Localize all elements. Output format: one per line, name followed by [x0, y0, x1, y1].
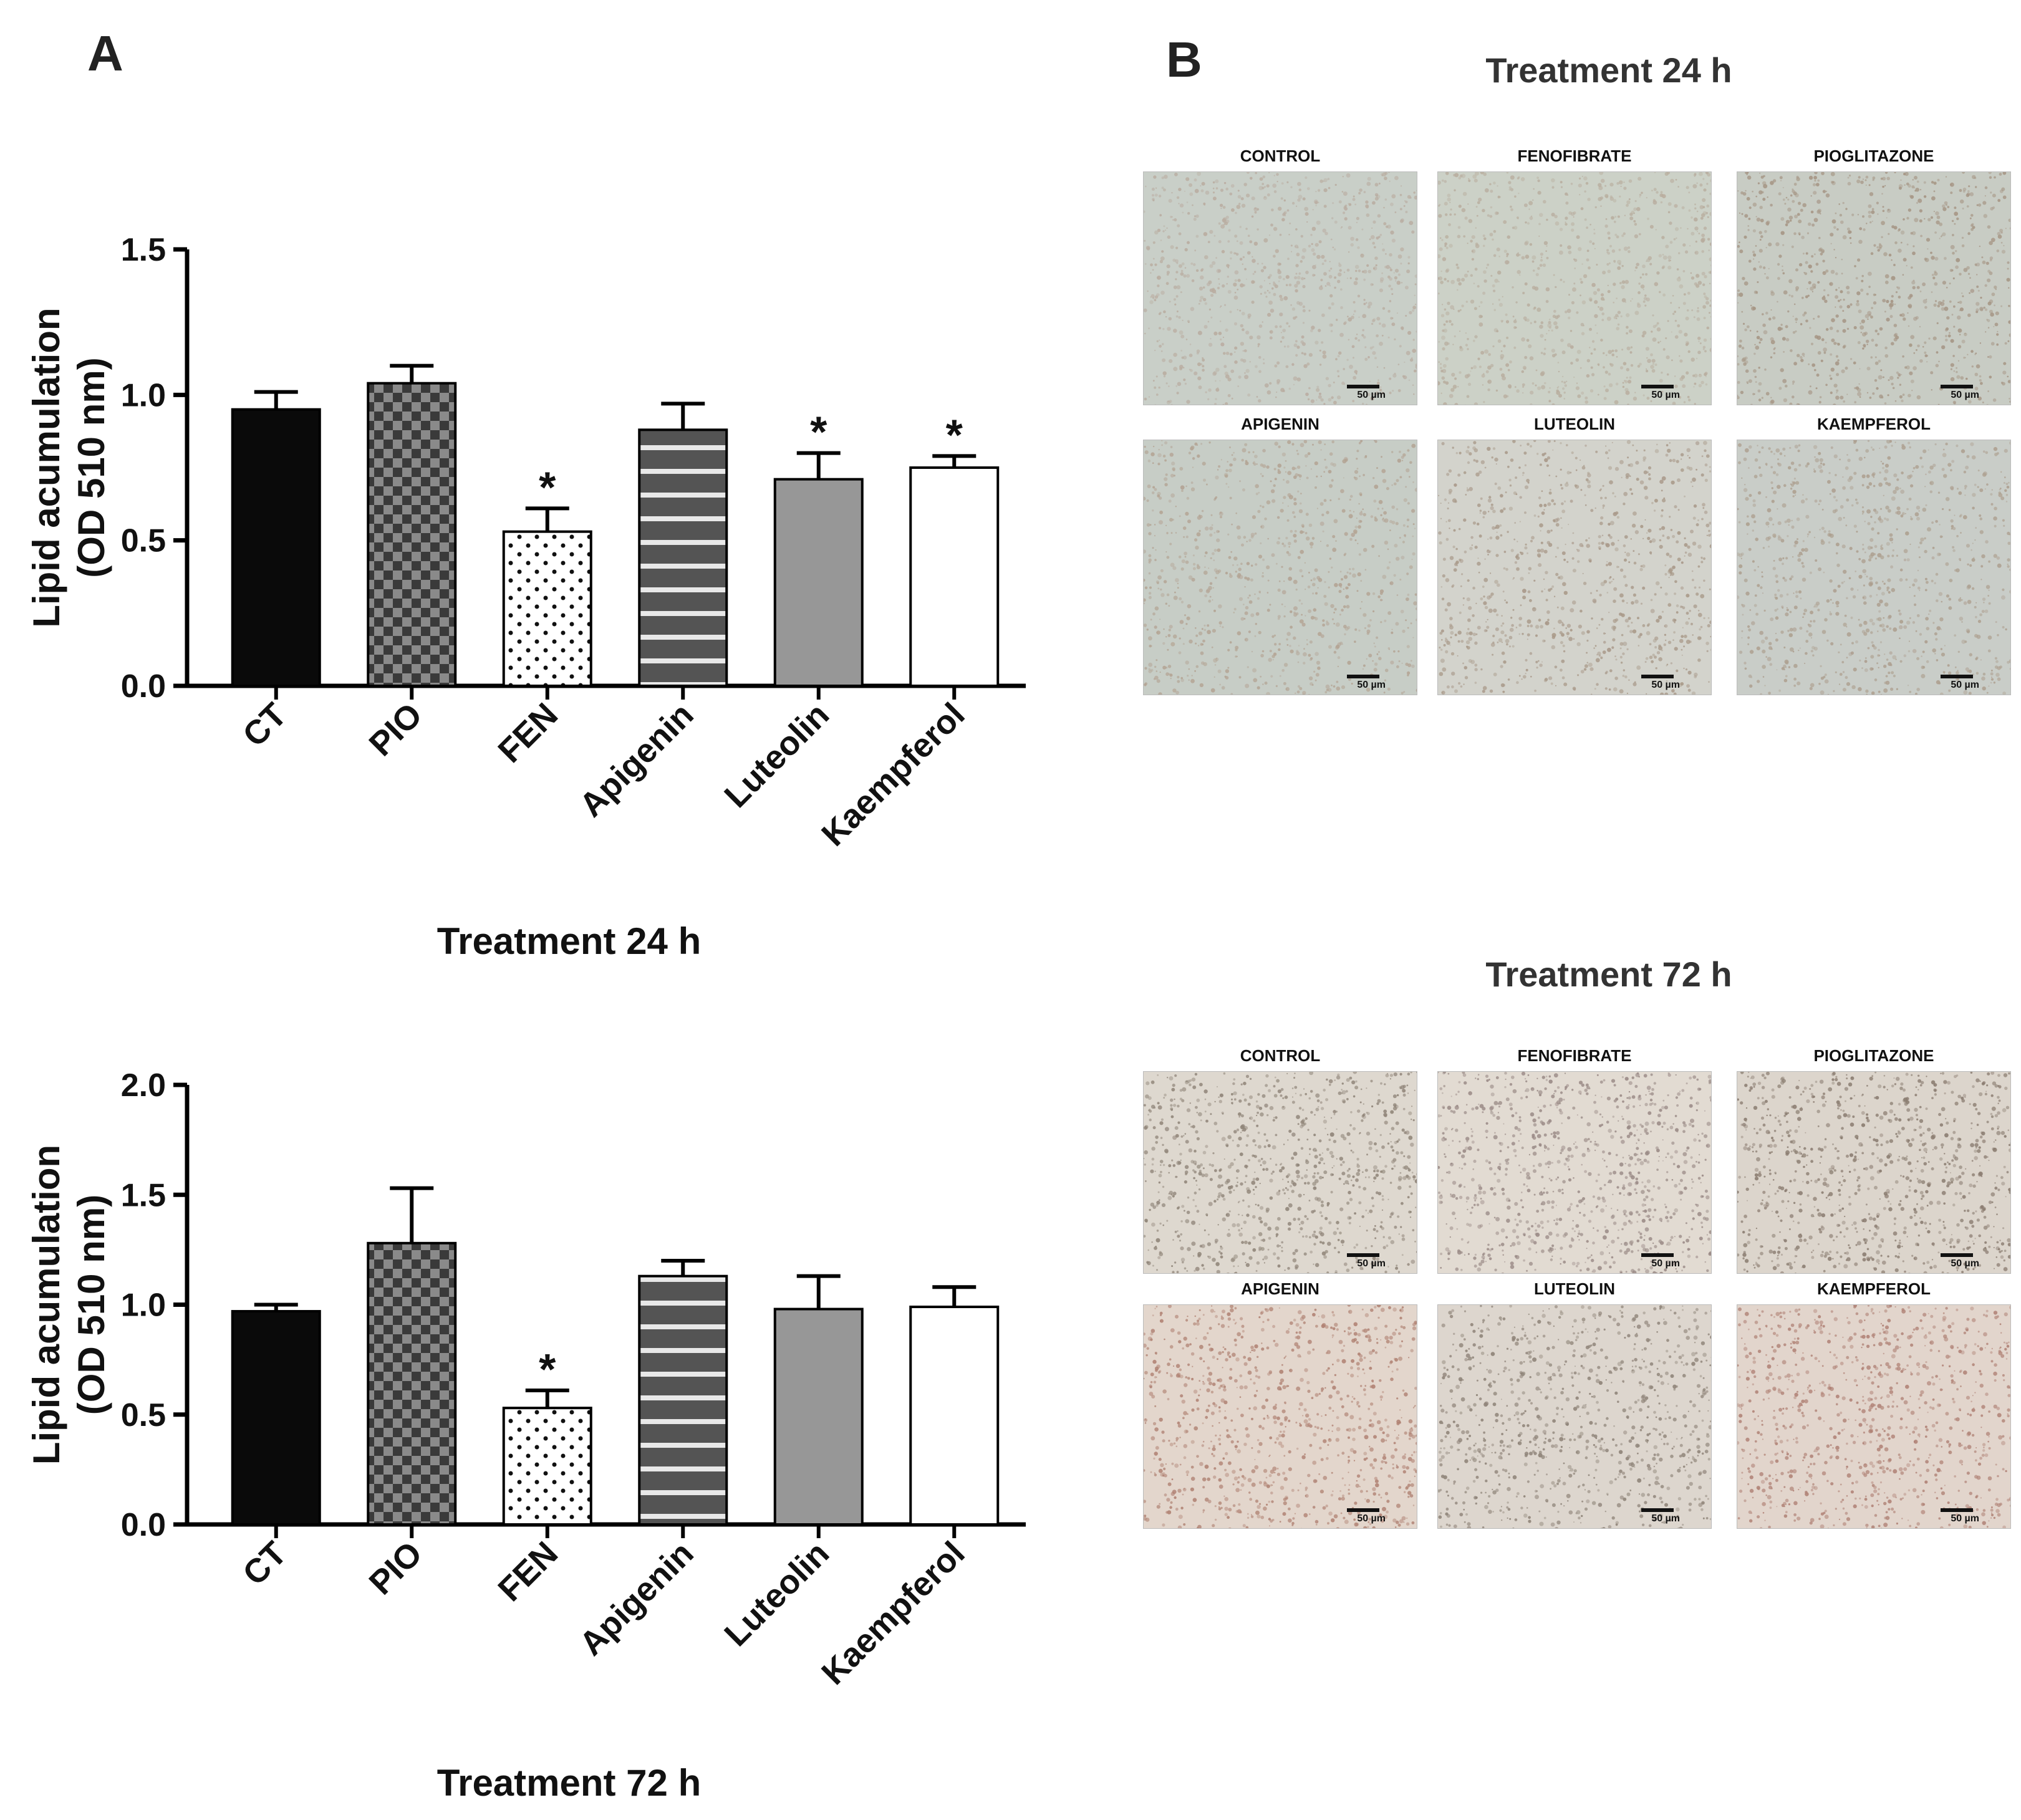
y-tick-label: 1.0 [121, 377, 166, 413]
bar-pio [367, 1241, 457, 1526]
significance-marker: * [946, 410, 963, 459]
scale-bar [1641, 1508, 1674, 1512]
micrograph-image: 50 µm [1437, 1304, 1712, 1529]
y-axis-label-line2: (OD 510 nm) [70, 357, 112, 577]
micrograph-image: 50 µm [1143, 1304, 1417, 1529]
scale-bar [1941, 1508, 1973, 1512]
bar-pio [367, 382, 457, 688]
bar-fen [502, 530, 592, 688]
micrograph-label: CONTROL [1240, 1046, 1321, 1065]
scale-bar-label: 50 µm [1651, 1258, 1680, 1269]
micrograph-label: LUTEOLIN [1534, 1279, 1615, 1298]
x-tick-label: Luteolin [717, 696, 836, 815]
y-axis-label-line1: Lipid acumulation [26, 307, 67, 627]
y-tick-label: 0.0 [121, 668, 166, 705]
x-tick-label: PIO [362, 696, 430, 763]
micrograph-image: 50 µm [1143, 171, 1417, 405]
scale-bar-label: 50 µm [1651, 680, 1680, 690]
micrograph-label: FENOFIBRATE [1517, 1046, 1632, 1065]
micrograph-label: PIOGLITAZONE [1813, 1046, 1934, 1065]
micrograph-title-24h: Treatment 24 h [1485, 51, 1732, 90]
scale-bar [1941, 1253, 1973, 1257]
scale-bar-label: 50 µm [1651, 1513, 1680, 1524]
micrograph-label: FENOFIBRATE [1517, 147, 1632, 165]
x-tick-label: CT [236, 1534, 294, 1592]
scale-bar-label: 50 µm [1951, 1258, 1979, 1269]
micrograph-image: 50 µm [1737, 440, 2011, 695]
chart-body: 0.0 0.5 1.0 1.5 2.0 Lipid acumulation (OD 510 … [26, 1067, 1026, 1804]
x-tick-label: FEN [491, 1534, 565, 1609]
panel-b-letter: B [1166, 32, 1202, 87]
significance-marker: * [539, 1345, 556, 1394]
scale-bar [1941, 675, 1973, 678]
scale-bar-label: 50 µm [1357, 680, 1386, 690]
bar-kaempferol [909, 1306, 1000, 1526]
micrograph-image: 50 µm [1143, 1071, 1417, 1274]
scale-bar-label: 50 µm [1357, 1258, 1386, 1269]
y-tick-label: 1.0 [121, 1288, 166, 1324]
micrograph-label: KAEMPFEROL [1817, 1279, 1931, 1298]
micrograph-image: 50 µm [1737, 171, 2011, 405]
x-tick-label: FEN [491, 696, 565, 770]
scale-bar [1641, 1253, 1674, 1257]
y-tick-label: 1.5 [121, 232, 166, 268]
x-axis-title: Treatment 72 h [437, 1762, 702, 1804]
bar-ct [231, 408, 321, 688]
bar-luteolin [773, 1307, 864, 1526]
scale-bar-label: 50 µm [1357, 390, 1386, 400]
x-tick-label: Apigenin [572, 1534, 701, 1663]
bar-apigenin [638, 428, 728, 687]
x-tick-label: Kaempferol [814, 696, 972, 854]
bar-kaempferol [909, 466, 1000, 687]
scale-bar [1641, 675, 1674, 678]
y-axis-label-line2: (OD 510 nm) [70, 1195, 112, 1415]
micrograph-label: KAEMPFEROL [1817, 415, 1931, 433]
bar-fen [502, 1407, 592, 1526]
micrograph-image: 50 µm [1143, 440, 1417, 695]
bar-luteolin [773, 478, 864, 688]
scale-bar-label: 50 µm [1951, 680, 1979, 690]
micrograph-image: 50 µm [1437, 171, 1712, 405]
micrograph-label: APIGENIN [1241, 1279, 1319, 1298]
x-tick-label: Kaempferol [814, 1534, 972, 1692]
scale-bar-label: 50 µm [1951, 390, 1979, 400]
micrograph-label: APIGENIN [1241, 415, 1319, 433]
y-axis-label-line1: Lipid acumulation [26, 1145, 67, 1465]
x-axis-title: Treatment 24 h [437, 920, 702, 962]
micrograph-title-72h: Treatment 72 h [1485, 955, 1732, 994]
significance-marker: * [810, 408, 827, 456]
scale-bar [1941, 385, 1973, 388]
y-tick-label: 0.5 [121, 523, 166, 559]
x-tick-label: Luteolin [717, 1534, 836, 1654]
scale-bar [1347, 385, 1379, 388]
x-tick-label: PIO [362, 1534, 430, 1602]
significance-marker: * [539, 463, 556, 511]
y-tick-label: 0.0 [121, 1507, 166, 1543]
x-tick-label: Apigenin [572, 696, 701, 824]
scale-bar [1347, 675, 1379, 678]
micrograph-image: 50 µm [1737, 1304, 2011, 1529]
micrograph-label: LUTEOLIN [1534, 415, 1615, 433]
y-tick-label: 2.0 [121, 1067, 166, 1104]
x-tick-label: CT [236, 696, 294, 754]
scale-bar-label: 50 µm [1651, 390, 1680, 400]
scale-bar [1347, 1253, 1379, 1257]
micrograph-image: 50 µm [1437, 1071, 1712, 1274]
scale-bar-label: 50 µm [1357, 1513, 1386, 1524]
micrograph-label: PIOGLITAZONE [1813, 147, 1934, 165]
micrograph-image: 50 µm [1437, 440, 1712, 695]
bar-apigenin [638, 1274, 728, 1526]
micrograph-image: 50 µm [1737, 1071, 2011, 1274]
bar-ct [231, 1310, 321, 1526]
micrograph-label: CONTROL [1240, 147, 1321, 165]
bar-chart-72h: 0.0 0.5 1.0 1.5 2.0 Lipid acumulation (OD 510 … [26, 1067, 1026, 1804]
scale-bar [1347, 1508, 1379, 1512]
y-tick-label: 1.5 [121, 1177, 166, 1213]
panel-a-letter: A [87, 26, 123, 81]
scale-bar-label: 50 µm [1951, 1513, 1979, 1524]
scale-bar [1641, 385, 1674, 388]
y-tick-label: 0.5 [121, 1397, 166, 1433]
chart-body: 0.0 0.5 1.0 1.5 Lipid acumulation (OD 510 nm)… [26, 232, 1026, 962]
bar-chart-24h: 0.0 0.5 1.0 1.5 Lipid acumulation (OD 510 nm)… [26, 232, 1026, 962]
